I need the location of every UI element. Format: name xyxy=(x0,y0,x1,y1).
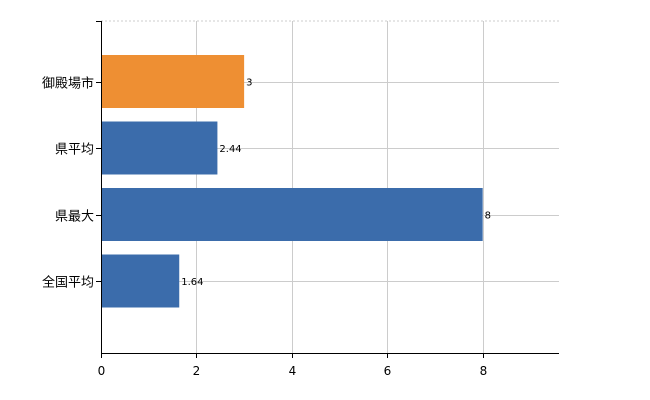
category-label-1: 県平均 xyxy=(55,143,94,158)
x-tick-label-0: 0 xyxy=(98,364,106,378)
category-label-3: 全国平均 xyxy=(42,275,94,291)
axes xyxy=(96,21,559,358)
x-tick-label-8: 8 xyxy=(480,364,488,378)
data-label-1: 2.44 xyxy=(219,144,241,155)
x-tick-label-6: 6 xyxy=(384,364,392,378)
bar-0 xyxy=(101,55,245,108)
category-label-2: 県最大 xyxy=(55,210,94,225)
bar-2 xyxy=(101,188,483,241)
bar-1 xyxy=(101,121,218,175)
bars xyxy=(101,55,483,308)
data-label-2: 8 xyxy=(485,211,491,222)
data-label-3: 1.64 xyxy=(181,277,203,288)
x-tick-label-4: 4 xyxy=(289,364,297,378)
bar-3 xyxy=(101,254,180,308)
category-label-0: 御殿場市 xyxy=(42,76,94,92)
data-label-0: 3 xyxy=(246,78,252,89)
x-tick-label-2: 2 xyxy=(193,364,201,378)
